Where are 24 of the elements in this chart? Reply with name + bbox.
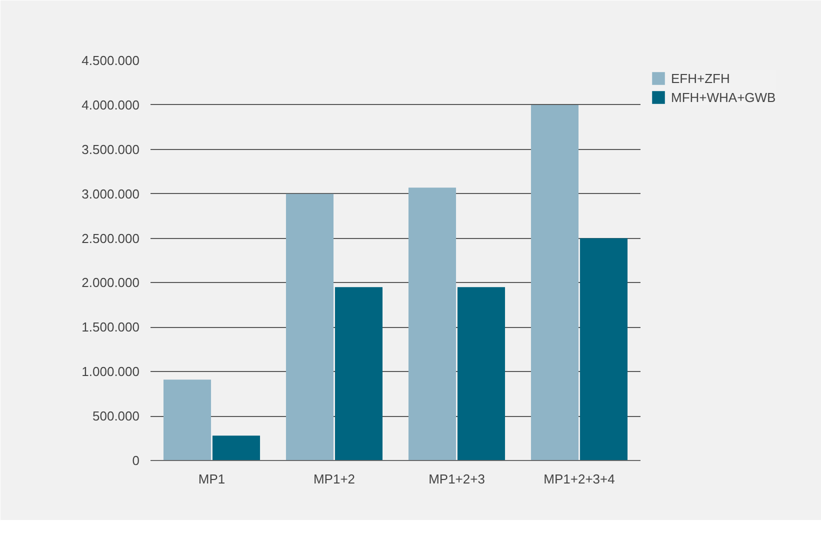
y-tick-label: 1.500.000 bbox=[82, 320, 140, 335]
bar bbox=[457, 287, 506, 460]
y-tick-label: 2.500.000 bbox=[82, 230, 140, 246]
bar bbox=[530, 104, 579, 460]
bar bbox=[163, 380, 212, 460]
x-tick-label: MP1+2+3 bbox=[428, 472, 485, 486]
y-tick-label: 0 bbox=[132, 453, 140, 468]
y-tick-label: 500.000 bbox=[92, 408, 140, 424]
y-tick-label: 3.500.000 bbox=[82, 142, 140, 157]
bar bbox=[212, 436, 260, 460]
y-tick-label: 3.000.000 bbox=[82, 186, 140, 202]
bar bbox=[408, 188, 456, 460]
x-tick-label: MP1 bbox=[198, 472, 226, 486]
bar bbox=[580, 238, 628, 460]
y-tick-label: 1.000.000 bbox=[82, 364, 140, 380]
y-tick-label: 2.000.000 bbox=[82, 275, 140, 290]
x-tick-label: MP1+2+3+4 bbox=[544, 472, 615, 486]
bar bbox=[286, 194, 334, 460]
x-tick-label: MP1+2 bbox=[313, 472, 356, 486]
y-tick-label: 4.000.000 bbox=[82, 97, 140, 112]
y-tick-label: 4.500.000 bbox=[82, 53, 140, 68]
legend-label: EFH+ZFH bbox=[671, 70, 730, 86]
bar bbox=[334, 287, 383, 460]
legend-label: MFH+WHA+GWB bbox=[671, 90, 776, 104]
